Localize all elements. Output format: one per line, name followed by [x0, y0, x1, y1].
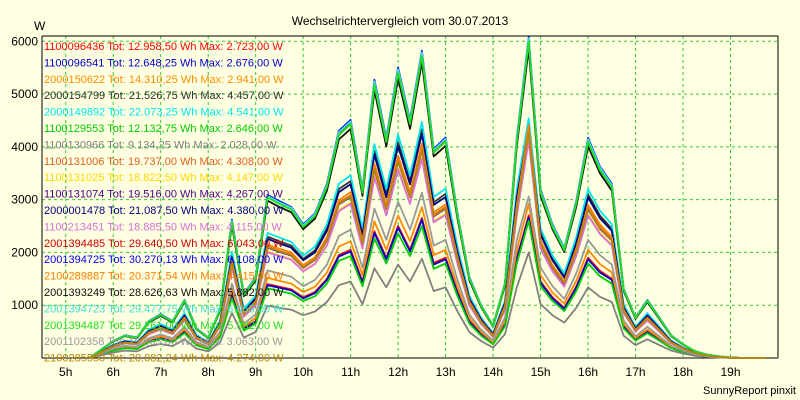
- x-tick-label: 19h: [721, 365, 741, 379]
- series-line: [89, 191, 767, 359]
- x-tick-label: 7h: [154, 365, 167, 379]
- series-line: [88, 40, 767, 359]
- y-tick-label: 1000: [11, 298, 38, 312]
- x-tick-label: 13h: [436, 365, 456, 379]
- legend-entry: 1100131025 Tot: 18.822,50 Wh Max: 4.147,…: [44, 172, 283, 184]
- x-tick-label: 9h: [249, 365, 262, 379]
- y-tick-label: 4000: [11, 140, 38, 154]
- legend-entry: 1100130966 Tot: 9.134,25 Wh Max: 2.028,0…: [44, 139, 277, 151]
- x-tick-label: 12h: [388, 365, 408, 379]
- legend-entry: 2000149892 Tot: 22.073,25 Wh Max: 4.541,…: [44, 107, 284, 119]
- x-tick-label: 15h: [531, 365, 551, 379]
- chart-title: Wechselrichtervergleich vom 30.07.2013: [292, 14, 509, 28]
- legend-entry: 1100131074 Tot: 19.516,00 Wh Max: 4.267,…: [44, 189, 283, 201]
- x-tick-label: 5h: [59, 365, 72, 379]
- footer-credit: SunnyReport pinxit: [703, 385, 796, 397]
- x-tick-label: 14h: [483, 365, 503, 379]
- legend-entry: 1100213451 Tot: 18.885,50 Wh Max: 4.115,…: [44, 221, 283, 233]
- legend-entry: 2001394725 Tot: 30.270,13 Wh Max: 6.108,…: [44, 254, 284, 266]
- series-line: [89, 131, 767, 359]
- legend-entry: 2001394485 Tot: 29.640,50 Wh Max: 6.043,…: [44, 238, 284, 250]
- y-tick-label: 2000: [11, 245, 38, 259]
- legend-entry: 2000154799 Tot: 21.526,75 Wh Max: 4.457,…: [44, 90, 284, 102]
- legend-entry: 2001394487 Tot: 29.261,00 Wh Max: 5.992,…: [44, 320, 284, 332]
- series-line: [89, 251, 767, 359]
- legend-entry: 1100096436 Tot: 12.958,50 Wh Max: 2.723,…: [44, 41, 283, 53]
- legend-entry: 2000001478 Tot: 21.087,50 Wh Max: 4.380,…: [44, 205, 284, 217]
- x-tick-label: 17h: [626, 365, 646, 379]
- legend-entry: 2001393249 Tot: 28.626,63 Wh Max: 5.882,…: [44, 287, 284, 299]
- legend-entry: 1100129553 Tot: 12.132,75 Wh Max: 2.646,…: [44, 123, 283, 135]
- y-tick-label: 5000: [11, 87, 38, 101]
- series-line: [89, 219, 767, 359]
- series-line: [89, 117, 767, 359]
- x-tick-label: 18h: [673, 365, 693, 379]
- legend-entry: 2000150622 Tot: 14.310,25 Wh Max: 2.941,…: [44, 74, 284, 86]
- x-tick-label: 8h: [202, 365, 215, 379]
- x-tick-label: 16h: [578, 365, 598, 379]
- legend-entry: 2001394723 Tot: 29.477,75 Wh Max: 6.065,…: [44, 303, 284, 315]
- x-tick-label: 6h: [107, 365, 120, 379]
- legend-entry: 2100289887 Tot: 20.371,54 Wh Max: 4.415,…: [44, 271, 284, 283]
- y-tick-label: 6000: [11, 34, 38, 48]
- x-tick-label: 11h: [341, 365, 360, 379]
- series-line: [89, 202, 767, 359]
- legend-entry: 2100285550 Tot: 20.082,24 Wh Max: 4.274,…: [44, 353, 284, 365]
- y-axis-unit: W: [34, 19, 46, 33]
- x-tick-label: 10h: [293, 365, 313, 379]
- legend-entry: 1100096541 Tot: 12.648,25 Wh Max: 2.676,…: [44, 57, 283, 69]
- legend-entry: 1100131006 Tot: 19.737,00 Wh Max: 4.308,…: [44, 156, 283, 168]
- legend-entry: 2001102358 Tot: 15.063,00 Wh Max: 3.063,…: [44, 336, 283, 348]
- y-tick-label: 3000: [11, 193, 38, 207]
